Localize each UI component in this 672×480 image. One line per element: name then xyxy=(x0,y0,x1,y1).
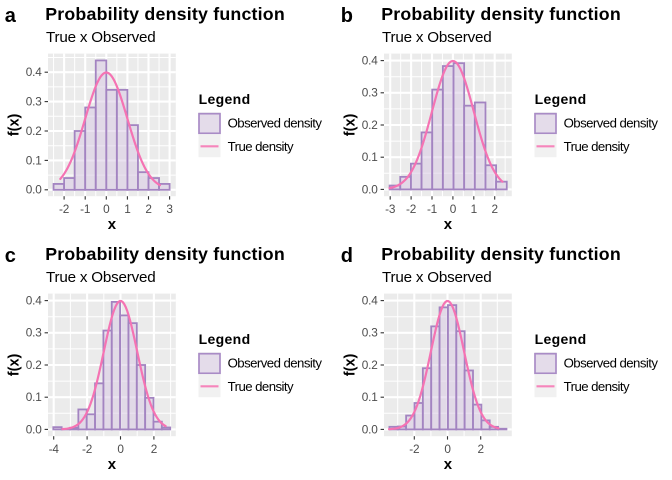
svg-text:Legend: Legend xyxy=(535,91,587,107)
svg-text:Legend: Legend xyxy=(199,331,251,347)
svg-text:2: 2 xyxy=(145,202,151,216)
svg-text:f(x): f(x) xyxy=(342,353,358,376)
svg-text:Probability density function: Probability density function xyxy=(45,4,285,24)
svg-text:True density: True density xyxy=(564,379,630,394)
svg-text:0.3: 0.3 xyxy=(362,86,378,100)
svg-text:0.0: 0.0 xyxy=(26,183,42,197)
svg-text:-1: -1 xyxy=(427,202,437,216)
svg-text:0.2: 0.2 xyxy=(362,358,378,372)
svg-text:b: b xyxy=(341,5,353,27)
svg-text:True x Observed: True x Observed xyxy=(382,269,492,286)
svg-text:x: x xyxy=(108,456,117,473)
svg-text:a: a xyxy=(5,5,17,27)
svg-text:True density: True density xyxy=(228,139,294,154)
svg-text:-1: -1 xyxy=(80,202,90,216)
svg-text:Probability density function: Probability density function xyxy=(381,4,621,24)
svg-text:0.1: 0.1 xyxy=(362,390,378,404)
svg-text:0.1: 0.1 xyxy=(362,150,378,164)
svg-text:-2: -2 xyxy=(409,442,419,456)
svg-text:1: 1 xyxy=(124,202,130,216)
svg-text:2: 2 xyxy=(151,442,157,456)
svg-text:0.2: 0.2 xyxy=(362,118,378,132)
svg-text:0.0: 0.0 xyxy=(362,422,378,436)
svg-text:2: 2 xyxy=(492,202,498,216)
svg-text:0.4: 0.4 xyxy=(362,294,378,308)
svg-text:0: 0 xyxy=(444,442,451,456)
svg-text:c: c xyxy=(5,245,16,267)
svg-text:Probability density function: Probability density function xyxy=(381,244,621,264)
svg-text:True density: True density xyxy=(564,139,630,154)
svg-text:0.4: 0.4 xyxy=(26,65,42,79)
svg-text:0.4: 0.4 xyxy=(26,294,42,308)
svg-text:-4: -4 xyxy=(49,442,60,456)
svg-text:3: 3 xyxy=(166,202,173,216)
svg-text:Observed density: Observed density xyxy=(228,116,323,131)
svg-text:x: x xyxy=(444,216,453,233)
svg-text:0.1: 0.1 xyxy=(26,153,42,167)
svg-text:x: x xyxy=(108,216,117,233)
svg-text:0: 0 xyxy=(103,202,110,216)
svg-text:Legend: Legend xyxy=(535,331,587,347)
svg-text:-2: -2 xyxy=(406,202,416,216)
svg-text:Legend: Legend xyxy=(199,91,251,107)
svg-text:0.0: 0.0 xyxy=(26,422,42,436)
svg-text:Observed density: Observed density xyxy=(564,356,659,371)
svg-text:True x Observed: True x Observed xyxy=(46,269,156,286)
svg-text:0.4: 0.4 xyxy=(362,54,378,68)
svg-text:-2: -2 xyxy=(82,442,92,456)
svg-text:0.2: 0.2 xyxy=(26,124,42,138)
svg-text:d: d xyxy=(341,245,353,267)
svg-text:Observed density: Observed density xyxy=(564,116,659,131)
svg-text:-2: -2 xyxy=(59,202,69,216)
svg-text:0.2: 0.2 xyxy=(26,358,42,372)
svg-text:0.1: 0.1 xyxy=(26,390,42,404)
svg-text:Observed density: Observed density xyxy=(228,356,323,371)
svg-text:0: 0 xyxy=(450,202,457,216)
svg-text:True density: True density xyxy=(228,379,294,394)
svg-text:0.3: 0.3 xyxy=(26,95,42,109)
svg-text:-3: -3 xyxy=(385,202,396,216)
svg-text:2: 2 xyxy=(478,442,484,456)
svg-text:True x Observed: True x Observed xyxy=(46,29,156,46)
svg-text:True x Observed: True x Observed xyxy=(382,29,492,46)
svg-text:1: 1 xyxy=(471,202,477,216)
svg-text:0.0: 0.0 xyxy=(362,182,378,196)
svg-text:Probability density function: Probability density function xyxy=(45,244,285,264)
svg-text:f(x): f(x) xyxy=(6,353,22,376)
svg-text:0: 0 xyxy=(117,442,124,456)
svg-text:0.3: 0.3 xyxy=(362,326,378,340)
svg-text:f(x): f(x) xyxy=(342,113,358,136)
svg-text:x: x xyxy=(444,456,453,473)
svg-text:0.3: 0.3 xyxy=(26,326,42,340)
svg-text:f(x): f(x) xyxy=(6,113,22,136)
